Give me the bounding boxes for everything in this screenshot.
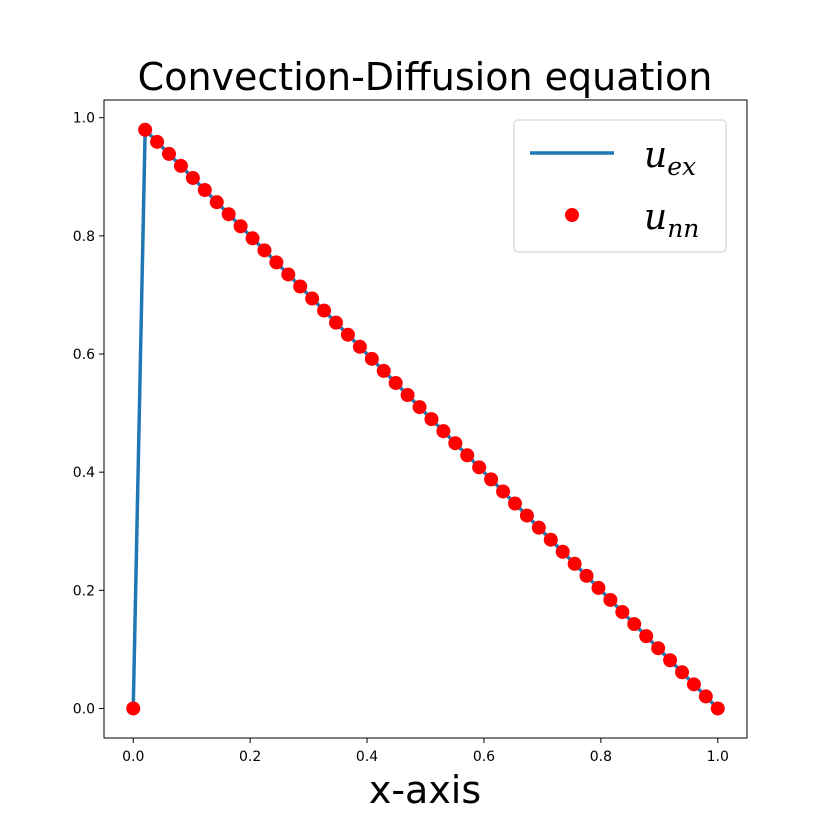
data-point-u-nn-44 (651, 641, 666, 656)
legend-entry-u-nn-main: u (644, 197, 667, 238)
data-point-u-nn-32 (507, 496, 522, 511)
data-point-u-nn-23 (400, 388, 415, 403)
data-point-u-nn-17 (329, 315, 344, 330)
data-point-u-nn-25 (424, 412, 439, 427)
data-point-u-nn-24 (412, 400, 427, 415)
data-point-u-nn-14 (293, 279, 308, 294)
data-point-u-nn-48 (698, 689, 713, 704)
y-tick-label-4: 0.8 (73, 229, 95, 245)
data-point-u-nn-4 (173, 158, 188, 173)
data-point-u-nn-13 (281, 267, 296, 282)
legend-entry-u-nn-sub: nn (667, 214, 699, 243)
data-point-u-nn-1 (138, 122, 153, 137)
legend-entry-u-nn: unn (644, 197, 699, 243)
data-point-u-nn-28 (460, 448, 475, 463)
data-point-u-nn-6 (197, 183, 212, 198)
data-point-u-nn-2 (150, 134, 165, 149)
y-tick-label-2: 0.4 (73, 465, 95, 481)
y-tick-label-1: 0.2 (73, 583, 95, 599)
plot-area (126, 122, 725, 716)
x-tick-label-4: 0.8 (590, 749, 612, 765)
data-point-u-nn-8 (221, 207, 236, 222)
y-tick-label-5: 1.0 (73, 111, 95, 127)
data-point-u-nn-36 (555, 544, 570, 559)
data-point-u-nn-22 (388, 375, 403, 390)
y-axis-ticks: 0.0 0.2 0.4 0.6 0.8 1.0 (73, 111, 104, 717)
data-point-u-nn-10 (245, 231, 260, 246)
x-axis-ticks: 0.0 0.2 0.4 0.6 0.8 1.0 (122, 738, 729, 765)
data-point-u-nn-31 (496, 484, 511, 499)
x-tick-label-0: 0.0 (122, 749, 144, 765)
axes-frame (103, 99, 748, 739)
data-point-u-nn-0 (126, 701, 141, 716)
data-point-u-nn-12 (269, 255, 284, 270)
y-tick-label-0: 0.0 (73, 701, 95, 717)
data-point-u-nn-19 (352, 339, 367, 354)
legend-entry-u-ex: uex (644, 135, 696, 181)
x-tick-label-1: 0.2 (239, 749, 261, 765)
data-point-u-nn-37 (567, 556, 582, 571)
data-point-u-nn-11 (257, 243, 272, 258)
data-point-u-nn-38 (579, 568, 594, 583)
data-point-u-nn-34 (531, 520, 546, 535)
data-point-u-nn-42 (627, 617, 642, 632)
data-point-u-nn-21 (376, 363, 391, 378)
data-point-u-nn-15 (305, 291, 320, 306)
data-point-u-nn-9 (233, 219, 248, 234)
data-point-u-nn-29 (472, 460, 487, 475)
y-tick-label-3: 0.6 (73, 347, 95, 363)
data-point-u-nn-47 (686, 677, 701, 692)
x-axis-label: x-axis (369, 768, 481, 812)
data-point-u-nn-16 (317, 303, 332, 318)
data-point-u-nn-30 (484, 472, 499, 487)
chart-title: Convection-Diffusion equation (138, 55, 713, 99)
data-point-u-nn-39 (591, 580, 606, 595)
legend: uex unn (513, 119, 727, 253)
legend-marker-swatch (565, 208, 579, 222)
x-tick-label-2: 0.4 (356, 749, 378, 765)
data-point-u-nn-35 (543, 532, 558, 547)
data-point-u-nn-46 (675, 665, 689, 680)
data-point-u-nn-26 (436, 424, 451, 439)
data-point-u-nn-7 (209, 195, 224, 210)
data-point-u-nn-27 (448, 436, 463, 451)
x-tick-label-5: 1.0 (707, 749, 729, 765)
data-point-u-nn-49 (710, 701, 725, 716)
data-point-u-nn-45 (663, 653, 678, 668)
data-point-u-nn-20 (364, 351, 379, 366)
data-point-u-nn-18 (340, 327, 355, 342)
data-point-u-nn-3 (162, 146, 176, 161)
data-point-u-nn-5 (185, 170, 200, 185)
legend-entry-u-ex-main: u (644, 135, 667, 176)
data-point-u-nn-43 (639, 629, 654, 644)
x-tick-label-3: 0.6 (473, 749, 495, 765)
data-point-u-nn-40 (603, 592, 618, 607)
data-point-u-nn-33 (519, 508, 534, 523)
data-point-u-nn-41 (615, 605, 630, 619)
legend-entry-u-ex-sub: ex (667, 152, 696, 181)
